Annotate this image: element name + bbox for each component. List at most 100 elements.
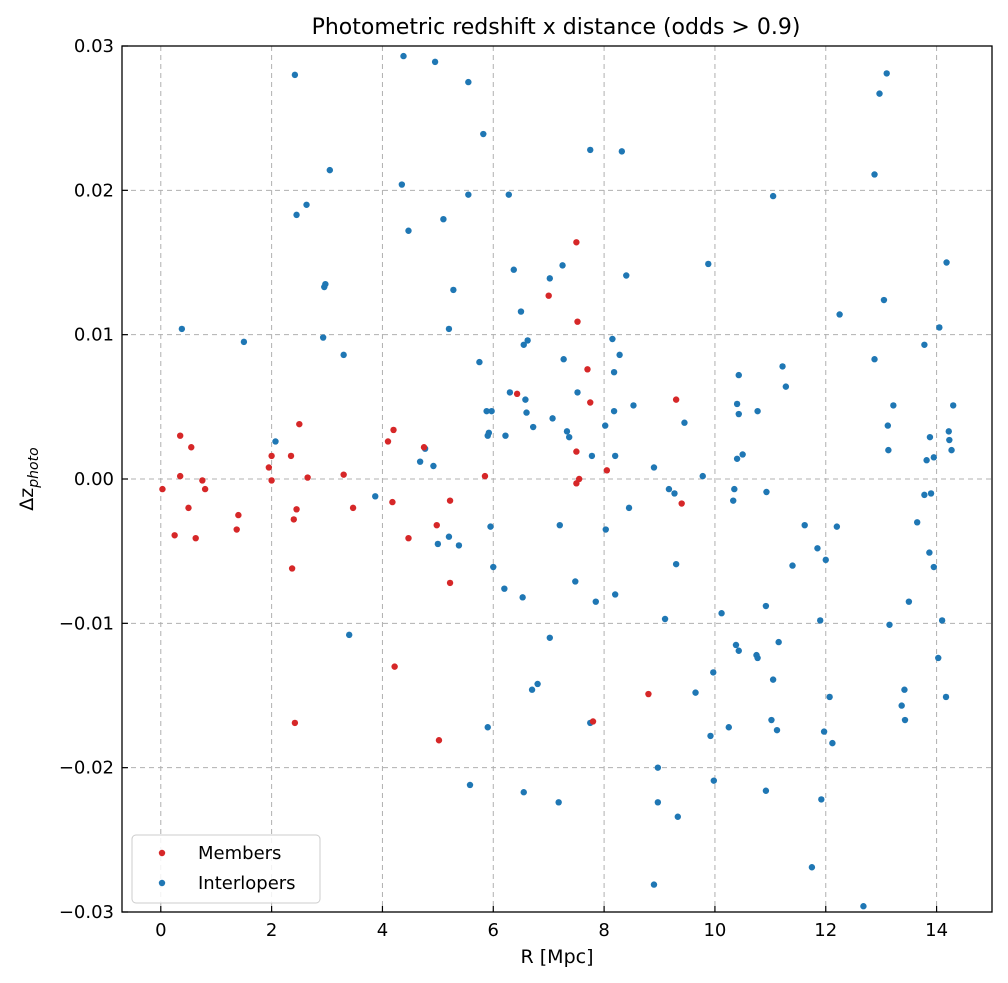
interlopers-point [611,452,619,460]
interlopers-point [650,881,658,888]
interlopers-point [445,533,453,540]
interlopers-point [938,617,946,624]
legend-box [131,834,321,904]
interlopers-point [710,669,717,676]
interlopers-point [563,428,571,435]
interlopers-point [466,781,474,789]
interlopers-point [836,311,843,318]
interlopers-point [618,148,626,155]
interlopers-point [340,351,347,359]
interlopers-point [782,383,790,390]
interlopers-point [661,615,669,623]
members-point [587,399,594,406]
interlopers-point [768,716,775,724]
members-point [340,471,347,478]
interlopers-point [431,58,439,66]
interlopers-point [773,726,781,734]
interlopers-point [272,438,279,445]
interlopers-point [520,341,527,348]
interlopers-point [476,358,483,366]
interlopers-point [943,259,950,266]
members-point [389,498,396,506]
members-point [288,565,296,572]
interlopers-point [611,591,619,598]
members-point [268,477,275,484]
interlopers-point [898,702,905,709]
interlopers-point [556,521,563,529]
interlopers-point [488,407,495,415]
interlopers-point [654,799,662,806]
interlopers-point [610,407,618,415]
y-tick-label: −0.02 [59,758,114,779]
members-point [384,438,392,445]
members-point [185,504,192,512]
interlopers-point [905,598,913,605]
interlopers-point [523,409,530,416]
y-axis-title-base: Δz [16,488,38,511]
interlopers-point [762,602,770,610]
interlopers-point [927,490,935,497]
legend-marker-members [158,849,166,857]
interlopers-point [630,402,637,409]
interlopers-point [240,338,248,346]
interlopers-point [490,563,497,571]
interlopers-point [572,578,579,585]
members-point [199,477,206,484]
interlopers-point [930,454,938,461]
interlopers-point [519,594,526,601]
interlopers-point [871,356,878,363]
members-point [265,464,273,471]
interlopers-point [674,813,682,820]
interlopers-point [625,504,633,512]
legend-label-interlopers: Interlopers [198,873,296,894]
interlopers-point [699,472,706,480]
x-tick-label: 4 [377,920,388,941]
interlopers-point [465,78,472,86]
interlopers-point [665,485,673,493]
interlopers-point [534,680,541,688]
interlopers-point [817,617,824,624]
interlopers-point [528,686,536,693]
interlopers-point [303,201,310,208]
interlopers-point [886,621,893,628]
members-point [290,516,297,523]
interlopers-point [501,585,508,592]
interlopers-point [885,446,892,454]
members-point [573,448,580,455]
interlopers-point [291,71,299,79]
interlopers-point [529,423,537,431]
y-tick-label: −0.03 [59,902,114,923]
data-points [159,52,957,910]
interlopers-point [487,523,494,530]
interlopers-point [574,389,581,396]
y-axis-title-sub: photo [26,447,42,488]
members-point [446,579,454,587]
members-point [171,532,178,539]
interlopers-point [483,407,490,415]
interlopers-point [801,521,808,529]
x-tick-label: 12 [814,920,837,941]
interlopers-point [733,455,741,462]
interlopers-point [884,422,892,429]
members-point [296,420,303,428]
interlopers-point [808,864,816,871]
members-point [645,690,652,698]
interlopers-point [480,130,487,138]
members-point [176,472,184,480]
x-tick-label: 8 [598,920,609,941]
legend-marker-interlopers [158,879,166,887]
interlopers-point [372,493,379,500]
interlopers-point [942,693,950,701]
members-point [291,719,299,727]
members-point [584,366,591,373]
members-point [304,474,311,481]
interlopers-point [731,485,738,493]
interlopers-point [345,631,353,639]
interlopers-point [926,549,933,556]
interlopers-point [779,363,786,370]
y-tick-label: 0.03 [74,36,114,57]
members-point [481,472,489,480]
interlopers-point [732,641,740,649]
interlopers-point [948,446,955,454]
interlopers-point [926,433,934,441]
